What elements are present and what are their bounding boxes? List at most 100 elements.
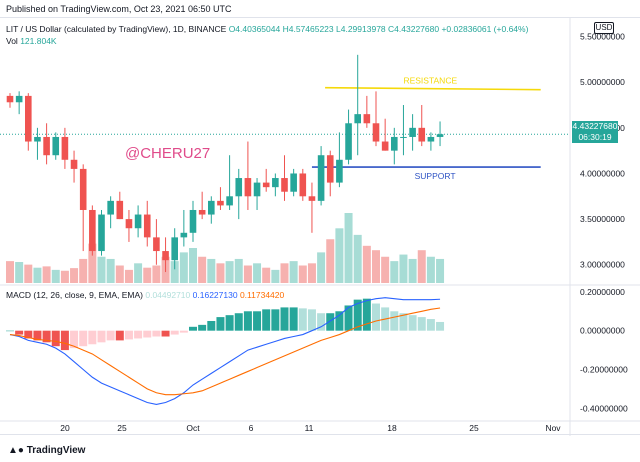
volume-bar — [399, 254, 408, 283]
currency-badge[interactable]: USD — [594, 22, 614, 34]
volume-bar — [234, 258, 243, 283]
volume-bar — [152, 265, 161, 283]
candle-body — [134, 214, 142, 229]
macd-line-value: 0.16227130 — [192, 290, 238, 300]
volume-bar — [353, 234, 362, 283]
candle-body — [281, 178, 288, 192]
resistance-label: RESISTANCE — [403, 76, 457, 86]
close-value: C4.43227680 — [388, 24, 440, 34]
candle-body — [189, 209, 197, 233]
watermark-annotation: @CHERU27 — [125, 145, 210, 162]
macd-tick-label: -0.40000000 — [580, 403, 628, 413]
candle-body — [253, 182, 261, 197]
change-value: +0.02836061 (+0.64%) — [441, 24, 529, 34]
macd-histogram-bar — [6, 330, 14, 332]
macd-tick-label: -0.20000000 — [580, 364, 628, 374]
brand-name: TradingView — [26, 445, 86, 456]
candle-body — [208, 200, 215, 215]
candle-body — [116, 200, 124, 220]
candle-body — [34, 136, 41, 142]
candle-body — [79, 168, 87, 210]
candle-body — [336, 159, 343, 183]
macd-histogram-bar — [207, 320, 216, 331]
macd-histogram-bar — [436, 321, 445, 331]
macd-histogram-bar — [353, 299, 362, 331]
candle-body — [262, 182, 270, 188]
volume-bar — [6, 261, 14, 283]
macd-histogram-bar — [225, 315, 234, 331]
volume-bar — [143, 267, 152, 283]
macd-histogram-bar — [170, 330, 179, 335]
candle-body — [70, 159, 78, 169]
macd-histogram-bar — [60, 330, 69, 351]
volume-bar — [70, 268, 79, 283]
macd-histogram-bar — [307, 309, 316, 331]
volume-bar — [243, 265, 252, 283]
chart-frame[interactable]: 5.500000005.000000004.500000004.00000000… — [0, 17, 640, 436]
candle-body — [308, 196, 316, 201]
candle-body — [153, 237, 160, 252]
macd-histogram-bar — [179, 330, 188, 333]
macd-signal-value: 0.11734420 — [239, 290, 285, 300]
candle-body — [98, 214, 105, 252]
candle-body — [107, 200, 114, 215]
candle-body — [217, 200, 224, 206]
candle-body — [290, 173, 297, 192]
volume-bar — [408, 258, 417, 283]
macd-histogram-bar — [106, 330, 115, 341]
bar-countdown: 06:30:19 — [578, 132, 612, 142]
candle-body — [125, 219, 133, 229]
candle-body — [15, 95, 23, 103]
macd-hist-value: 0.04492710 — [145, 290, 191, 300]
candle-body — [61, 136, 69, 160]
low-value: L4.29913978 — [336, 24, 386, 34]
volume-bar — [335, 228, 344, 283]
time-tick-label: 6 — [249, 423, 254, 433]
candle-body — [272, 178, 279, 188]
macd-histogram-bar — [408, 315, 417, 331]
candle-body — [409, 127, 416, 137]
macd-legend: MACD (12, 26, close, 9, EMA, EMA) 0.0449… — [6, 290, 284, 300]
volume-bar — [317, 252, 326, 283]
candle-body — [436, 134, 444, 137]
macd-histogram-bar — [253, 311, 262, 331]
footer: ▲● TradingView — [0, 438, 640, 462]
volume-bar — [198, 256, 207, 283]
candle-body — [427, 136, 435, 142]
signal-line — [9, 307, 441, 396]
macd-histogram-bar — [243, 311, 252, 331]
published-header: Published on TradingView.com, Oct 23, 20… — [0, 0, 640, 17]
volume-bar — [298, 265, 307, 283]
macd-histogram-bar — [372, 303, 380, 331]
macd-histogram-bar — [271, 309, 280, 331]
candle-body — [52, 136, 60, 156]
macd-histogram-bar — [335, 311, 344, 331]
macd-line — [9, 297, 441, 405]
symbol-legend: LIT / US Dollar (calculated by TradingVi… — [6, 24, 528, 34]
volume-bar — [390, 261, 399, 283]
candle-body — [198, 209, 206, 215]
candle-body — [89, 209, 96, 252]
volume-bar — [134, 263, 143, 283]
price-chart[interactable]: 5.500000005.000000004.500000004.00000000… — [0, 18, 640, 436]
volume-bar — [271, 269, 280, 283]
open-value: O4.40365044 — [228, 24, 281, 34]
price-tick-label: 3.50000000 — [580, 214, 625, 224]
macd-histogram-bar — [289, 307, 298, 331]
candle-body — [345, 123, 352, 160]
volume-bar — [381, 256, 390, 283]
volume-bar — [344, 213, 353, 283]
candle-body — [43, 136, 50, 156]
volume-bar — [179, 252, 188, 283]
price-tick-label: 3.00000000 — [580, 260, 625, 270]
candle-body — [381, 141, 389, 151]
price-tick-label: 4.00000000 — [580, 168, 625, 178]
candle-body — [317, 155, 325, 201]
macd-tick-label: 0.20000000 — [580, 287, 625, 297]
macd-histogram-bar — [326, 313, 335, 331]
volume-bar — [253, 263, 262, 283]
volume-bar — [33, 267, 42, 283]
volume-bar — [289, 261, 298, 283]
candle-body — [400, 136, 407, 138]
macd-histogram-bar — [33, 330, 42, 341]
